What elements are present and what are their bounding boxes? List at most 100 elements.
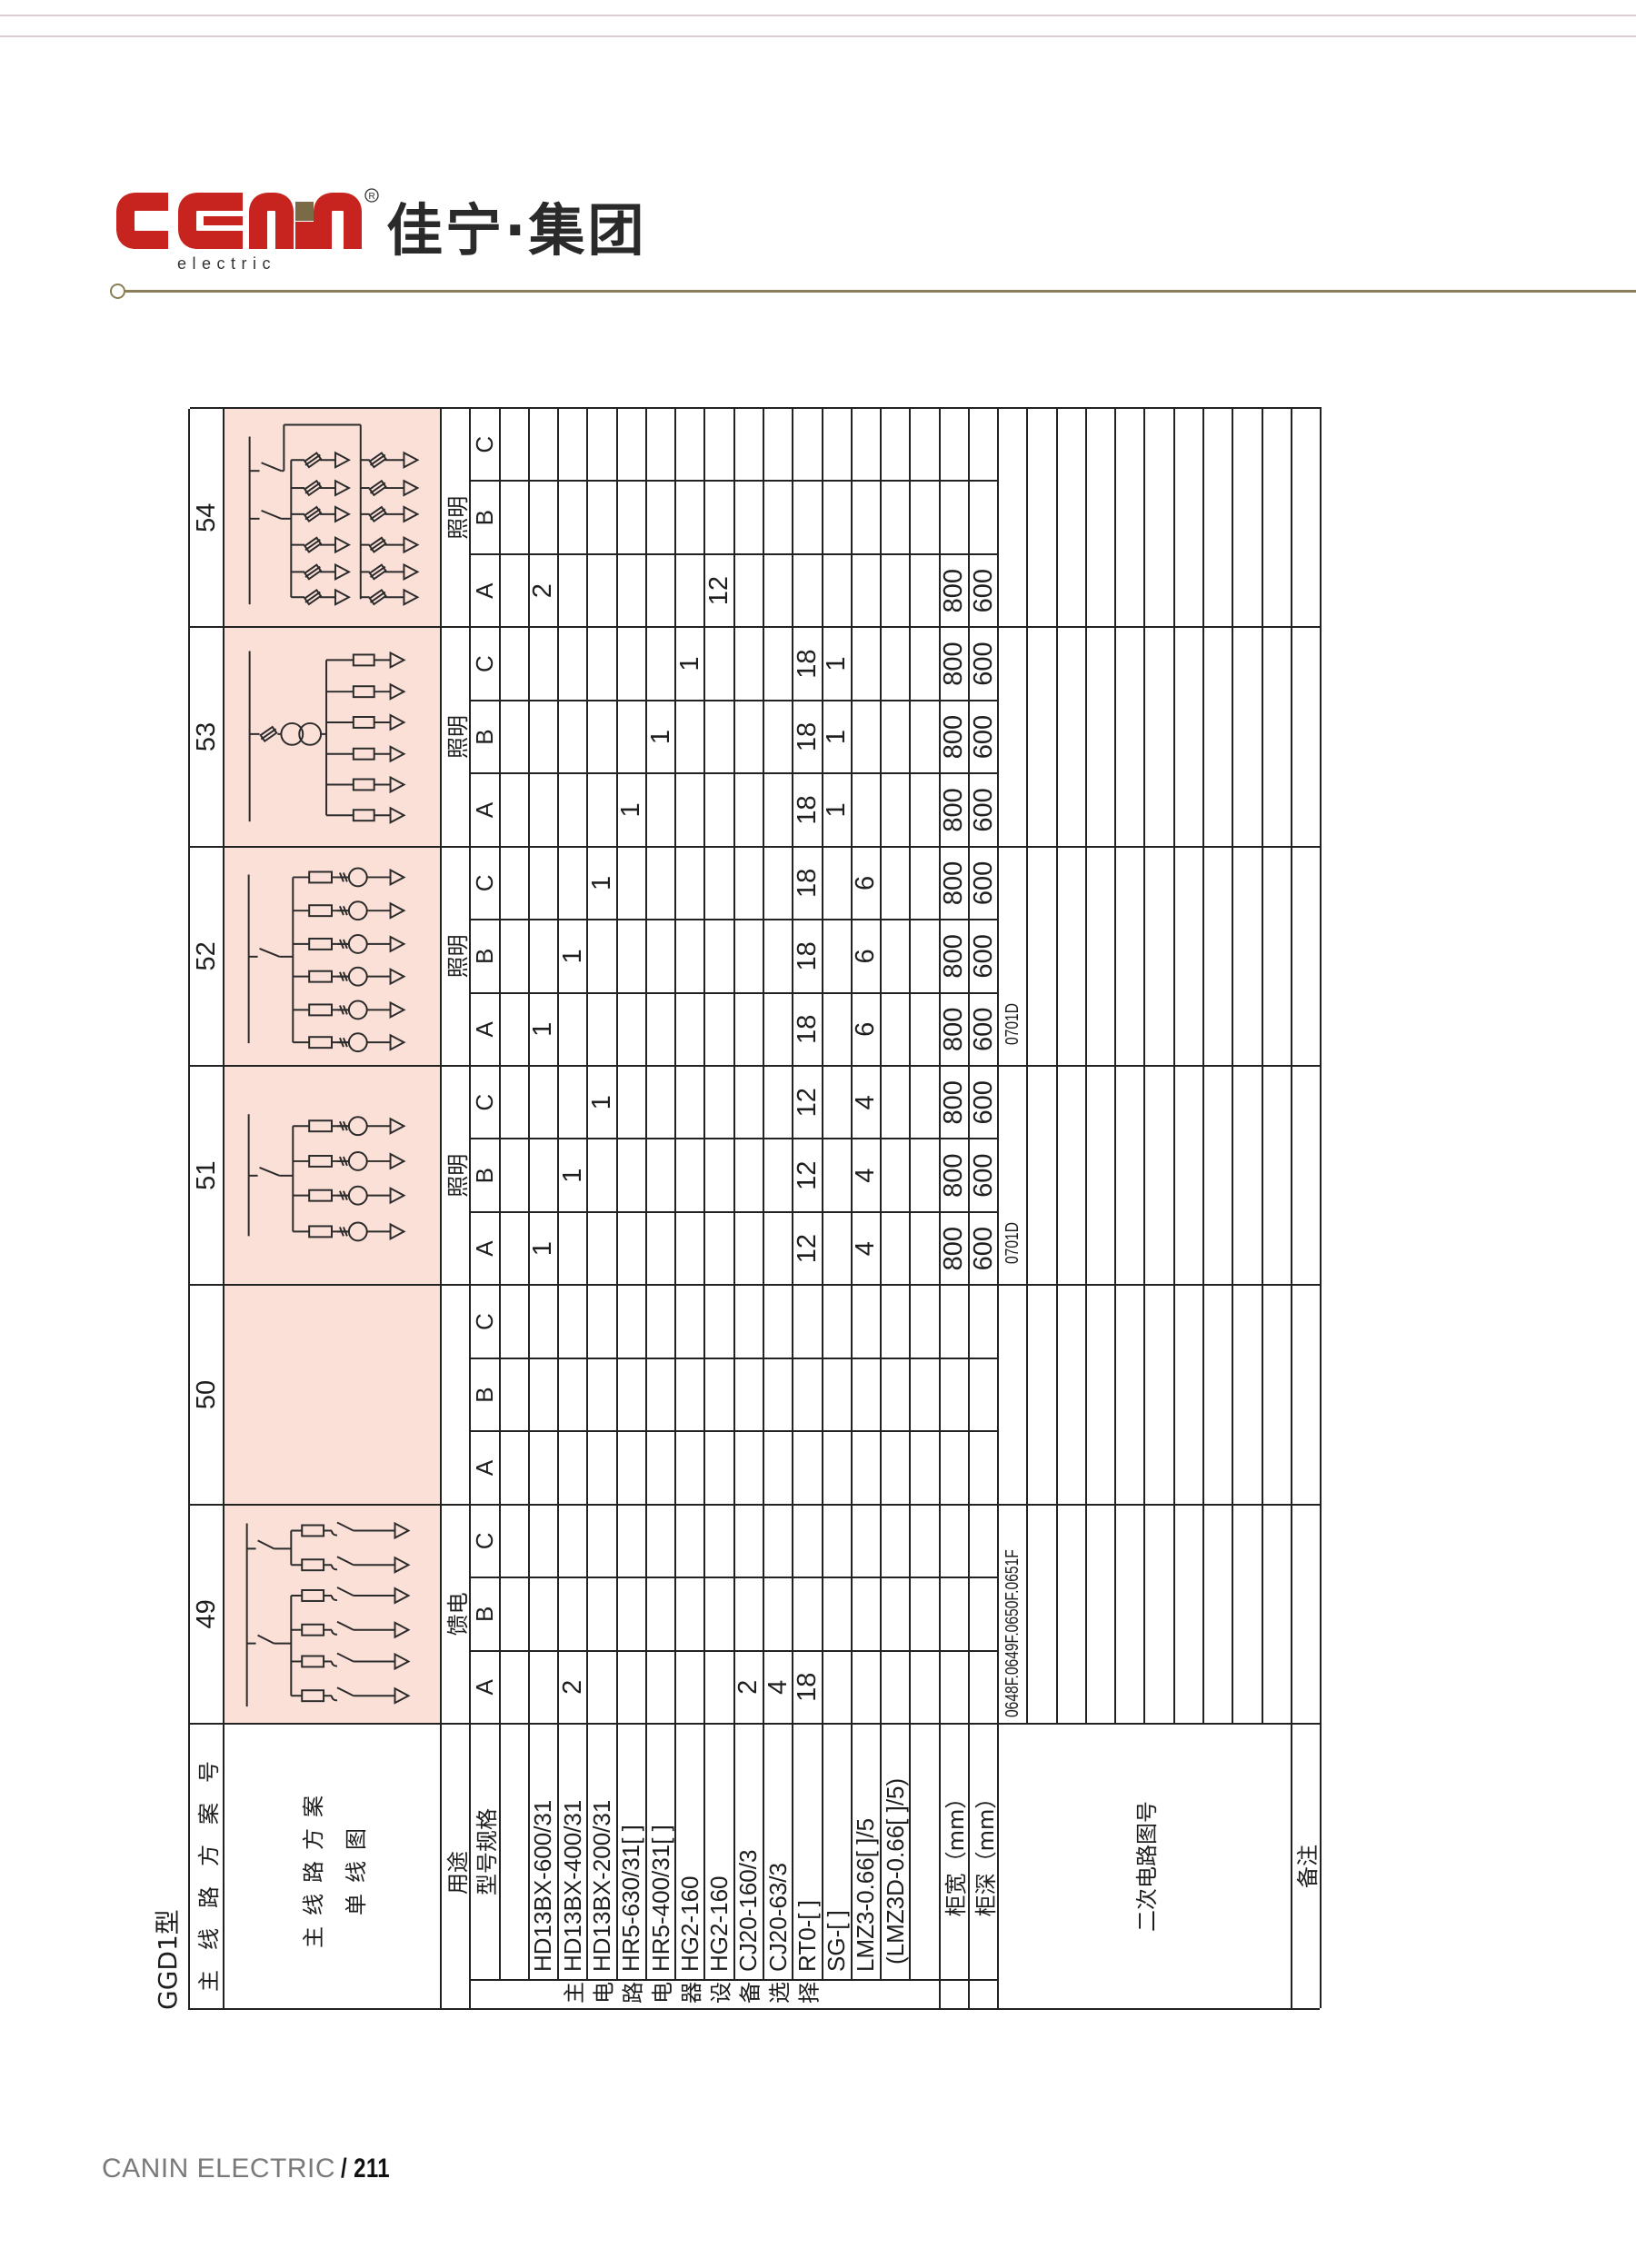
scheme-number-text: 49 bbox=[191, 1599, 221, 1629]
equipment-qty bbox=[617, 1503, 647, 1577]
category-label-text: 主电路电器设备选择 bbox=[563, 1982, 827, 2008]
cabinet-width: 800 bbox=[939, 772, 970, 846]
equipment-label: CJ20-63/3 bbox=[764, 1723, 794, 1979]
top-divider bbox=[0, 15, 1636, 16]
scheme-number: 54 bbox=[190, 407, 224, 627]
equipment-qty: 4 bbox=[851, 1210, 883, 1285]
equipment-qty bbox=[852, 1357, 883, 1431]
empty-cell bbox=[1174, 1065, 1205, 1285]
equipment-qty bbox=[676, 1210, 706, 1285]
equipment-qty bbox=[646, 1577, 677, 1650]
equipment-qty bbox=[734, 1577, 764, 1650]
equipment-qty bbox=[559, 1065, 589, 1139]
equipment-qty bbox=[793, 1503, 823, 1577]
empty-cell bbox=[1145, 1065, 1175, 1285]
cabinet-depth-label: 柜深（mm） bbox=[969, 1723, 1000, 1979]
empty-cell bbox=[1262, 1284, 1292, 1504]
diagram-label: 主线路方案 单线图 bbox=[224, 1723, 442, 2008]
empty-cell bbox=[911, 626, 941, 700]
equipment-qty bbox=[882, 1138, 912, 1211]
cabinet-width: 800 bbox=[939, 1065, 970, 1139]
phase-header-text: C bbox=[470, 874, 498, 892]
cabinet-width: 800 bbox=[939, 991, 970, 1066]
cabinet-width-text: 800 bbox=[939, 788, 969, 832]
secondary-circuit-number: 0701D bbox=[999, 1065, 1029, 1285]
equipment-qty bbox=[559, 1577, 589, 1650]
footer: CANIN ELECTRIC/ 211 bbox=[102, 2154, 403, 2184]
empty-cell bbox=[1145, 1503, 1175, 1723]
empty-cell bbox=[911, 1210, 941, 1285]
equipment-qty-text: 18 bbox=[792, 941, 822, 971]
equipment-qty bbox=[646, 407, 677, 481]
empty-cell bbox=[1204, 626, 1234, 846]
equipment-qty bbox=[763, 1284, 794, 1358]
equipment-qty bbox=[823, 919, 853, 992]
empty-cell bbox=[1233, 1065, 1263, 1285]
equipment-qty: 1 bbox=[822, 626, 853, 700]
equipment-qty bbox=[676, 1357, 706, 1431]
category-label: 主电路电器设备选择 bbox=[471, 1979, 941, 2008]
empty-cell bbox=[1174, 1503, 1205, 1723]
empty-cell bbox=[1086, 1284, 1117, 1504]
cabinet-depth-text: 600 bbox=[968, 1226, 998, 1271]
empty-cell bbox=[1057, 1284, 1087, 1504]
equipment-qty bbox=[705, 480, 735, 553]
equipment-qty-text: 6 bbox=[851, 1021, 881, 1037]
equipment-qty-text: 4 bbox=[851, 1095, 881, 1110]
equipment-qty-text: 2 bbox=[557, 1679, 587, 1695]
equipment-qty: 6 bbox=[851, 845, 883, 920]
equipment-qty bbox=[882, 772, 912, 846]
remarks-cell bbox=[1292, 407, 1322, 627]
scheme-number-label: 主线路方案号 bbox=[190, 1723, 224, 2008]
empty-cell bbox=[500, 1649, 530, 1723]
usage-label: 用途 bbox=[442, 1723, 472, 2008]
equipment-qty bbox=[823, 552, 853, 627]
equipment-qty bbox=[529, 1649, 560, 1723]
equipment-qty bbox=[705, 1503, 735, 1577]
canin-logo: R bbox=[116, 188, 379, 249]
scheme-usage-text: 照明 bbox=[444, 1153, 471, 1198]
equipment-qty bbox=[763, 991, 794, 1066]
phase-header: C bbox=[471, 1503, 501, 1577]
equipment-qty bbox=[646, 845, 677, 920]
secondary-circuit-number-text: 0701D bbox=[1002, 1222, 1022, 1265]
cabinet-depth bbox=[969, 1503, 1000, 1577]
secondary-circuit-label-text: 二次电路图号 bbox=[1133, 1801, 1160, 1932]
empty-cell bbox=[911, 919, 941, 992]
phase-header-text: A bbox=[470, 582, 498, 599]
equipment-qty-text: 1 bbox=[586, 1095, 616, 1110]
empty-cell bbox=[1145, 407, 1175, 627]
equipment-qty bbox=[793, 1357, 823, 1431]
empty-cell bbox=[1057, 407, 1087, 627]
equipment-qty bbox=[646, 772, 677, 846]
cabinet-width-text: 800 bbox=[939, 1007, 969, 1051]
empty-cell bbox=[1116, 1065, 1146, 1285]
equipment-qty bbox=[734, 1284, 764, 1358]
cabinet-width-text: 800 bbox=[939, 642, 969, 686]
phase-header-text: B bbox=[470, 510, 498, 526]
empty-cell bbox=[1057, 626, 1087, 846]
equipment-label: CJ20-160/3 bbox=[734, 1723, 764, 1979]
equipment-qty bbox=[763, 919, 794, 992]
empty-cell bbox=[1174, 407, 1205, 627]
equipment-qty bbox=[734, 1357, 764, 1431]
equipment-qty bbox=[559, 1430, 589, 1504]
empty-cell bbox=[1145, 1284, 1175, 1504]
equipment-qty bbox=[588, 772, 618, 846]
equipment-qty: 1 bbox=[528, 991, 560, 1066]
scheme-diagram-cell bbox=[224, 1284, 442, 1504]
equipment-qty bbox=[676, 772, 706, 846]
equipment-qty bbox=[529, 1577, 560, 1650]
empty-cell bbox=[1057, 845, 1087, 1066]
empty-cell bbox=[500, 1138, 530, 1211]
equipment-qty bbox=[559, 1503, 589, 1577]
empty-cell bbox=[1116, 1284, 1146, 1504]
phase-header: A bbox=[470, 552, 501, 627]
scheme-usage-text: 馈电 bbox=[444, 1592, 471, 1636]
scheme-usage: 照明 bbox=[442, 845, 472, 1066]
equipment-qty bbox=[529, 1138, 560, 1211]
equipment-qty bbox=[617, 407, 647, 481]
equipment-qty bbox=[823, 1503, 853, 1577]
equipment-label: LMZ3-0.66[ ]/5 bbox=[852, 1723, 883, 1979]
equipment-qty bbox=[588, 919, 618, 992]
